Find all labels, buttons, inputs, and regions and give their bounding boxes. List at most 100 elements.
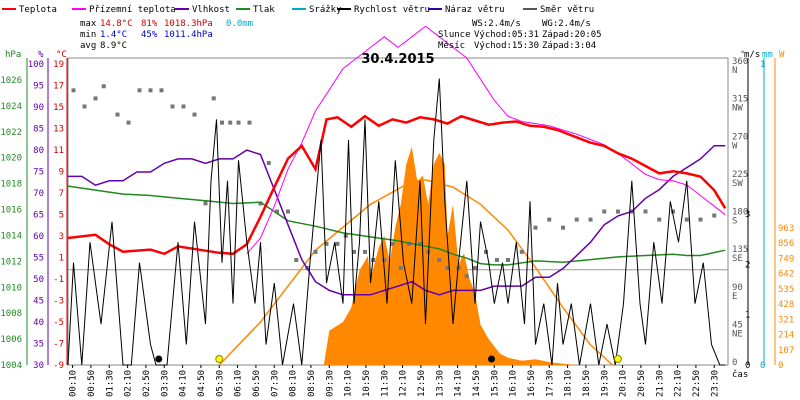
humidity-tick-label: 65 [33, 211, 44, 221]
humidity-tick-label: 95 [33, 82, 44, 92]
humidity-tick-label: 30 [33, 361, 44, 371]
moon-marker [488, 355, 495, 363]
wind-direction-point [533, 225, 538, 230]
temp-tick-label: 9 [59, 168, 64, 178]
wind-direction-point [148, 88, 153, 93]
sun-marker [614, 355, 622, 363]
wind-direction-point [211, 96, 216, 101]
legend-label: Přízemní teplota [89, 5, 176, 15]
wind-direction-point [275, 209, 279, 214]
time-tick-label: 06:50 [252, 370, 262, 397]
direction-degree-label: 360 [732, 57, 748, 67]
direction-degree-label: 270 [732, 132, 748, 142]
wind-direction-point [445, 266, 450, 271]
time-tick-label: 10:10 [344, 370, 354, 397]
wind-direction-point [495, 257, 499, 262]
time-tick-label: 16:10 [509, 370, 519, 397]
solar-tick-label: 107 [778, 346, 794, 356]
wind-gust-info: WG:2.4m/s [542, 19, 591, 29]
pressure-tick-label: 1018 [0, 180, 22, 190]
wind-direction-point [228, 120, 233, 125]
sun-label: Slunce [438, 30, 471, 40]
sun-marker [215, 355, 224, 363]
wind-direction-point [115, 112, 120, 117]
wind-direction-point [574, 217, 579, 222]
wind-direction-point [93, 96, 98, 101]
wind-direction-point [437, 257, 442, 262]
time-tick-label: 17:30 [545, 370, 555, 397]
wind-direction-point [126, 120, 131, 125]
time-tick-label: 22:50 [692, 370, 702, 397]
time-tick-label: 05:30 [215, 370, 225, 397]
moon-label: Měsíc [438, 41, 465, 51]
wind-direction-point [684, 217, 689, 222]
legend-label: Směr větru [540, 5, 594, 15]
direction-compass-label: NW [732, 104, 743, 114]
time-tick-label: 04:50 [197, 370, 207, 397]
wind-direction-point [258, 201, 263, 206]
stats-max-rain: 0.0mm [226, 19, 253, 29]
wind-direction-point [82, 104, 87, 109]
direction-compass-label: NE [732, 329, 743, 339]
time-tick-label: 14:10 [454, 370, 464, 397]
wind-direction-point [698, 217, 703, 222]
direction-degree-label: 0 [732, 358, 737, 368]
ground-temperature-series-line [246, 25, 726, 255]
humidity-tick-label: 90 [33, 103, 44, 113]
solar-tick-label: 214 [778, 331, 794, 341]
legend-label: Tlak [253, 5, 275, 15]
solar-tick-label: 749 [778, 254, 794, 264]
wind-direction-point [484, 249, 488, 254]
wind-speed-tick-label: 2 [745, 260, 750, 270]
temp-tick-label: 17 [53, 82, 64, 92]
wind-direction-point [352, 249, 356, 254]
wind-direction-point [170, 104, 175, 109]
time-tick-label: 15:30 [490, 370, 500, 397]
temp-tick-label: -3 [53, 297, 64, 307]
direction-compass-label: S [732, 217, 737, 227]
time-tick-label: 14:50 [472, 370, 482, 397]
solar-tick-label: 642 [778, 270, 794, 280]
wind-direction-point [473, 266, 477, 271]
wind-direction-point [313, 249, 318, 254]
pressure-tick-label: 1020 [0, 154, 22, 164]
wind-direction-point [602, 209, 607, 214]
solar-tick-label: 856 [778, 239, 794, 249]
wind-direction-point [101, 84, 106, 89]
stats-max-label: max [80, 19, 97, 29]
time-tick-label: 01:30 [105, 370, 115, 397]
temp-tick-label: 11 [53, 146, 64, 156]
pressure-unit: hPa [5, 50, 21, 60]
time-tick-label: 08:10 [289, 370, 299, 397]
wind-direction-point [382, 257, 387, 262]
direction-degree-label: 135 [732, 245, 748, 255]
stats-min-label: min [80, 30, 96, 40]
solar-tick-label: 428 [778, 300, 794, 310]
pressure-tick-label: 1016 [0, 206, 22, 216]
moon-marker [155, 355, 163, 363]
wind-unit: m/s [744, 50, 760, 60]
wind-direction-point [426, 249, 431, 254]
direction-degree-label: 45 [732, 320, 743, 330]
wind-direction-point [181, 104, 186, 109]
stats-min-temp: 1.4°C [100, 30, 127, 40]
direction-degree-label: 180 [732, 208, 748, 218]
solar-radiation-area [323, 146, 577, 365]
time-tick-label: 00:10 [69, 370, 79, 397]
stats-avg-temp: 8.9°C [100, 41, 127, 51]
humidity-tick-label: 45 [33, 297, 44, 307]
solar-tick-label: 963 [778, 224, 794, 234]
wind-direction-point [588, 217, 593, 222]
chart-title: 30.4.2015 [361, 52, 434, 67]
direction-compass-label: W [732, 141, 738, 151]
legend-label: Rychlost větru [354, 5, 430, 15]
time-tick-label: 16:50 [527, 370, 537, 397]
wind-direction-point [671, 209, 675, 214]
solar-tick-label: 321 [778, 315, 794, 325]
time-tick-label: 07:30 [270, 370, 280, 397]
legend-label: Teplota [19, 5, 57, 15]
legend-label: Náraz větru [445, 5, 505, 15]
pressure-tick-label: 1004 [0, 361, 22, 371]
rain-tick-label: 1 [760, 60, 765, 70]
